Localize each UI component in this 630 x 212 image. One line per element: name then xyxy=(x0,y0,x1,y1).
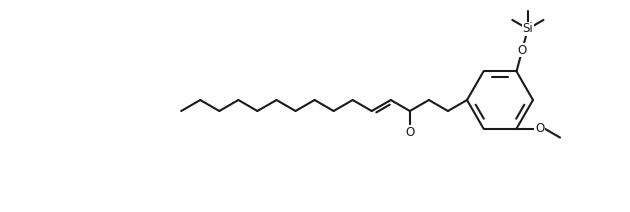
Text: Si: Si xyxy=(522,22,533,35)
Text: O: O xyxy=(518,44,527,57)
Text: O: O xyxy=(405,126,415,138)
Text: O: O xyxy=(535,122,544,135)
